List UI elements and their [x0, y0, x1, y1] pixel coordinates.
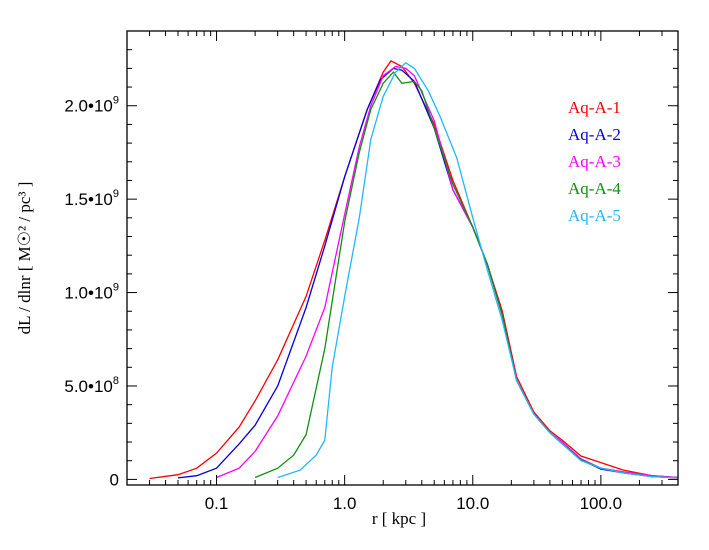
axis-ticks — [126, 30, 679, 485]
legend-entry-1: Aq-A-1 — [568, 98, 621, 117]
series-line-3 — [216, 65, 679, 479]
legend-entry-4: Aq-A-4 — [568, 179, 621, 198]
y-tick-label: 5.0•108 — [64, 375, 119, 396]
plot-lines — [149, 60, 679, 480]
series-line-1 — [149, 60, 679, 480]
y-axis-title: dL / dlnr [ M☉² / pc³ ] — [15, 182, 34, 335]
x-tick-label: 100.0 — [580, 494, 623, 513]
legend: Aq-A-1 Aq-A-2 Aq-A-3 Aq-A-4 Aq-A-5 — [568, 98, 621, 225]
series-line-5 — [277, 61, 679, 479]
x-tick-label: 0.1 — [205, 494, 229, 513]
y-tick-label: 0 — [110, 470, 119, 489]
x-tick-label: 1.0 — [333, 494, 357, 513]
legend-entry-2: Aq-A-2 — [568, 125, 621, 144]
x-axis-title: r [ kpc ] — [372, 509, 426, 528]
x-tick-label: 10.0 — [456, 494, 489, 513]
y-tick-label: 1.0•109 — [64, 282, 119, 303]
y-tick-label: 2.0•109 — [64, 95, 119, 116]
axis-tick-labels: 0.1 1.0 10.0 100.0 0 5.0•108 1.0•109 1.5•109 2.0… — [64, 95, 622, 513]
plot-frame — [126, 30, 679, 486]
legend-entry-3: Aq-A-3 — [568, 152, 621, 171]
y-tick-label: 1.5•109 — [64, 188, 119, 209]
legend-entry-5: Aq-A-5 — [568, 206, 621, 225]
